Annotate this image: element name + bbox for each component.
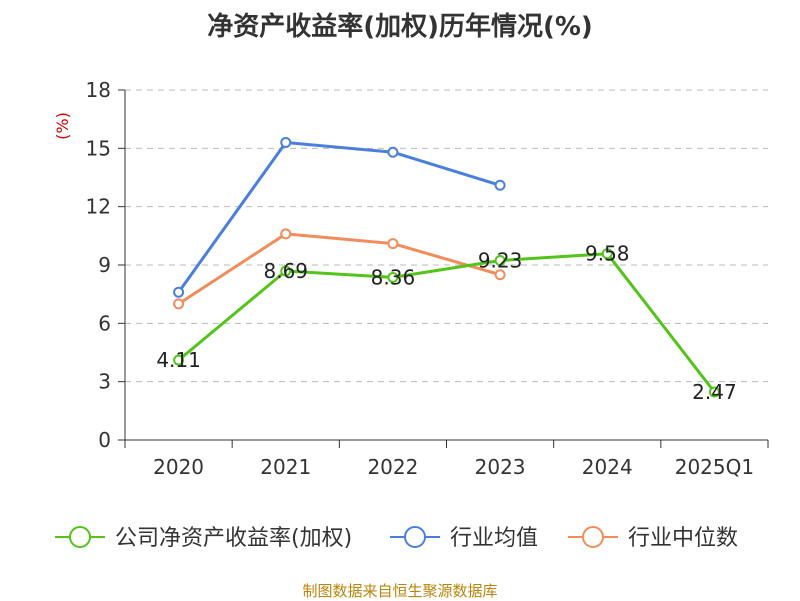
data-label-2025Q1: 2.47 <box>692 380 737 404</box>
legend-label-2[interactable]: 行业中位数 <box>628 526 738 551</box>
y-tick-label: 12 <box>86 195 111 219</box>
series-0-point-2025Q1[interactable] <box>708 386 720 398</box>
series-0-point-2021[interactable] <box>280 265 292 277</box>
y-tick-label: 3 <box>98 370 111 394</box>
x-tick-label-2024: 2024 <box>582 455 633 479</box>
x-tick-label-2021: 2021 <box>260 455 311 479</box>
series-1-point-2020[interactable] <box>173 286 185 298</box>
series-2-point-2023[interactable] <box>494 269 506 281</box>
legend-marker-2 <box>582 526 604 548</box>
y-tick-label: 18 <box>86 78 111 102</box>
series-1-point-2023[interactable] <box>494 179 506 191</box>
series-1-point-2022[interactable] <box>387 146 399 158</box>
series-line-1 <box>177 141 501 294</box>
legend-marker-0 <box>69 526 91 548</box>
data-label-2020: 4.11 <box>156 348 201 372</box>
series-line-0 <box>177 252 716 393</box>
y-tick-label: 9 <box>98 253 111 277</box>
x-tick-label-2025Q1: 2025Q1 <box>675 455 754 479</box>
series-line-2 <box>177 232 501 306</box>
legend-label-0[interactable]: 公司净资产收益率(加权) <box>115 526 352 551</box>
y-tick-label: 0 <box>98 428 111 452</box>
y-axis-label: (%) <box>53 112 72 140</box>
legend-label-1[interactable]: 行业均值 <box>450 526 538 551</box>
chart-title: 净资产收益率(加权)历年情况(%) <box>207 12 593 42</box>
data-label-2022: 8.36 <box>371 265 416 289</box>
y-tick-label: 6 <box>98 311 111 335</box>
x-tick-label-2022: 2022 <box>367 455 418 479</box>
x-tick-label-2020: 2020 <box>153 455 204 479</box>
data-label-2023: 9.23 <box>478 249 523 273</box>
data-label-2021: 8.69 <box>263 259 308 283</box>
source-note: 制图数据来自恒生聚源数据库 <box>302 582 498 600</box>
data-label-2024: 9.58 <box>585 242 630 266</box>
series-2-point-2020[interactable] <box>173 298 185 310</box>
x-tick-label-2023: 2023 <box>475 455 526 479</box>
series-2-point-2021[interactable] <box>280 228 292 240</box>
series-1-point-2021[interactable] <box>280 137 292 148</box>
legend-marker-1 <box>404 526 426 548</box>
series-0-point-2023[interactable] <box>494 255 506 267</box>
series-2-point-2022[interactable] <box>387 238 399 250</box>
series-0-point-2022[interactable] <box>387 271 399 283</box>
series-0-point-2020[interactable] <box>173 354 185 366</box>
series-0-point-2024[interactable] <box>601 248 613 260</box>
y-tick-label: 15 <box>86 136 111 160</box>
